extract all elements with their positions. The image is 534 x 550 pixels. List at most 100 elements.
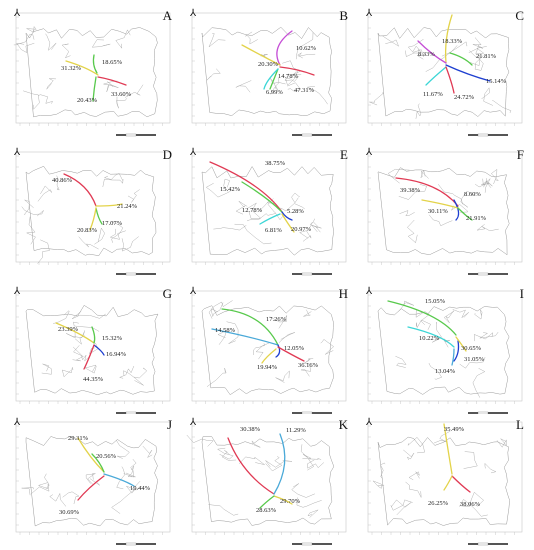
- north-arrow-icon: ⅄: [366, 417, 373, 428]
- percentage-label: 19.44%: [130, 485, 151, 492]
- percentage-label: 15.05%: [425, 298, 446, 305]
- map-canvas: [367, 151, 523, 265]
- route-line-4: [269, 68, 279, 90]
- percentage-label: 5.28%: [287, 208, 304, 215]
- percentage-label: 31.05%: [464, 356, 485, 363]
- panel-letter: I: [519, 286, 524, 301]
- route-line-3: [421, 199, 459, 209]
- percentage-label: 12.05%: [284, 345, 305, 352]
- panel-letter: A: [162, 8, 172, 23]
- route-line-4: [259, 213, 281, 225]
- route-line-4: [77, 475, 105, 501]
- route-line-4: [457, 207, 473, 221]
- route-line-4: [455, 336, 467, 352]
- percentage-label: 33.60%: [111, 91, 132, 98]
- route-line-3: [275, 344, 281, 358]
- percentage-label: 15.42%: [220, 186, 241, 193]
- percentage-label: 6.99%: [266, 89, 283, 96]
- route-line-1: [227, 437, 275, 495]
- route-line-2: [417, 40, 447, 64]
- route-line-1: [387, 300, 457, 336]
- north-arrow-icon: ⅄: [190, 417, 197, 428]
- route-line-5: [451, 348, 455, 366]
- percentage-label: 20.56%: [96, 453, 117, 460]
- percentage-label: 20.43%: [77, 97, 98, 104]
- percentage-label: 10.62%: [296, 45, 317, 52]
- north-arrow-icon: ⅄: [366, 286, 373, 297]
- route-line-1: [444, 14, 453, 64]
- north-arrow-icon: ⅄: [14, 147, 21, 158]
- map-panel-j: ⅄ J 29.31% 20.56% 19.44% 30.69%: [6, 414, 180, 548]
- route-line-4: [259, 495, 275, 509]
- panel-letter: C: [515, 8, 524, 23]
- route-line-6: [445, 66, 455, 94]
- panel-letter: F: [516, 147, 524, 162]
- route-line-3: [443, 475, 453, 491]
- map-canvas: [191, 12, 347, 126]
- percentage-label: 23.39%: [58, 326, 79, 333]
- panel-letter: E: [340, 147, 348, 162]
- panel-letter: D: [162, 147, 172, 162]
- route-line-3: [103, 473, 135, 487]
- map-panel-f: ⅄ F 39.38% 8.60% 30.11% 21.91%: [358, 144, 532, 278]
- route-line-2: [451, 475, 471, 493]
- north-arrow-icon: ⅄: [190, 147, 197, 158]
- north-arrow-icon: ⅄: [190, 8, 197, 19]
- percentage-label: 30.65%: [461, 345, 482, 352]
- map-panel-h: ⅄ H 17.26% 14.58% 12.05% 36.16% 19.94%: [182, 283, 356, 417]
- route-line-1: [63, 173, 97, 207]
- route-line-2: [91, 453, 105, 473]
- route-line-1: [221, 308, 279, 346]
- percentage-label: 40.86%: [52, 177, 73, 184]
- percentage-label: 31.32%: [61, 65, 82, 72]
- percentage-label: 12.78%: [242, 207, 263, 214]
- panel-letter: B: [339, 8, 348, 23]
- percentage-label: 35.49%: [444, 426, 465, 433]
- route-line-2: [241, 181, 283, 213]
- map-panel-c: ⅄ C 18.33% 8.33% 21.81% 15.14% 11.67% 24.72%: [358, 5, 532, 139]
- panel-letter: G: [162, 286, 172, 301]
- route-line-2: [453, 340, 460, 362]
- percentage-label: 29.70%: [280, 498, 301, 505]
- percentage-label: 8.60%: [464, 191, 481, 198]
- route-line-5: [263, 68, 279, 90]
- percentage-label: 28.63%: [256, 507, 277, 514]
- percentage-label: 11.29%: [286, 427, 306, 434]
- percentage-label: 20.30%: [258, 61, 279, 68]
- map-panel-g: ⅄ G 23.39% 15.32% 16.94% 44.35%: [6, 283, 180, 417]
- route-line-3: [407, 326, 455, 348]
- map-panel-a: ⅄ A 31.32% 18.65% 20.43% 33.60%: [6, 5, 180, 139]
- percentage-label: 18.33%: [442, 38, 463, 45]
- map-canvas: [367, 421, 523, 535]
- map-canvas: [191, 290, 347, 404]
- route-line-5: [281, 213, 295, 233]
- map-canvas: [15, 290, 171, 404]
- percentage-label: 47.31%: [294, 87, 315, 94]
- route-line-2: [92, 54, 98, 74]
- percentage-label: 19.94%: [257, 364, 278, 371]
- percentage-label: 36.16%: [298, 362, 319, 369]
- percentage-label: 38.06%: [460, 501, 481, 508]
- north-arrow-icon: ⅄: [190, 286, 197, 297]
- map-panel-b: ⅄ B 10.62% 20.30% 14.78% 47.31% 6.99%: [182, 5, 356, 139]
- route-line-2: [211, 328, 279, 346]
- route-line-2: [95, 203, 123, 207]
- route-line-4: [83, 344, 95, 370]
- map-canvas: [15, 151, 171, 265]
- percentage-label: 44.35%: [83, 376, 104, 383]
- percentage-label: 13.04%: [435, 368, 456, 375]
- route-line-2: [241, 44, 281, 66]
- percentage-label: 38.75%: [265, 160, 286, 167]
- route-line-2: [91, 326, 96, 344]
- percentage-label: 14.78%: [278, 73, 299, 80]
- route-line-4: [92, 76, 97, 102]
- map-canvas: [13, 12, 171, 126]
- route-line-1: [65, 60, 99, 76]
- north-arrow-icon: ⅄: [14, 286, 21, 297]
- percentage-label: 8.33%: [418, 51, 435, 58]
- percentage-label: 30.38%: [240, 426, 261, 433]
- percentage-label: 30.69%: [59, 509, 80, 516]
- route-line-2: [273, 433, 286, 495]
- map-panel-i: ⅄ I 15.05% 30.65% 10.22% 31.05% 13.04%: [358, 283, 532, 417]
